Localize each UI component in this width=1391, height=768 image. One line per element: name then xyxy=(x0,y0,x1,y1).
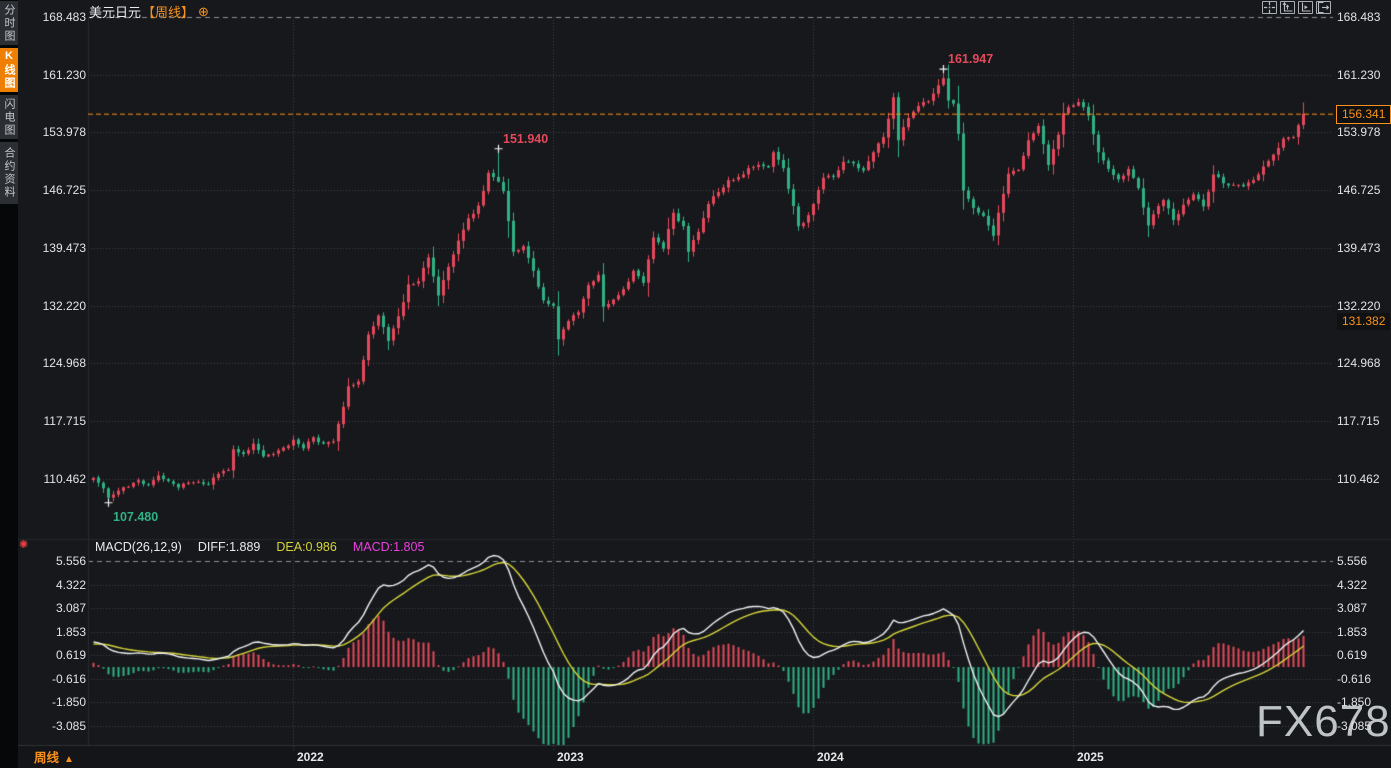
sidebar-tab-candle-chart[interactable]: K线图 xyxy=(0,48,18,92)
exit-chart-icon xyxy=(1318,2,1329,13)
add-indicator-icon[interactable]: ⊕ xyxy=(198,3,209,19)
price-axis-tick-left: 153.978 xyxy=(42,125,86,140)
price-marker: 107.480 xyxy=(113,509,159,524)
price-axis-tick-left: 132.220 xyxy=(42,298,86,313)
timeframe-selector[interactable]: 周线 ▲ xyxy=(34,747,74,766)
axis-pan-icon xyxy=(1301,2,1311,12)
price-axis-tick-right: 161.230 xyxy=(1337,67,1381,82)
macd-axis-tick-left: 3.087 xyxy=(55,601,86,616)
price-axis-tick-right: 168.483 xyxy=(1337,10,1381,24)
timeframe-label: 周线 xyxy=(34,751,60,765)
macd-dea-value: DEA:0.986 xyxy=(276,540,337,554)
x-axis-year-label: 2025 xyxy=(1077,750,1104,764)
macd-axis-tick-right: 3.087 xyxy=(1337,601,1368,616)
price-axis-tick-right: 132.220 xyxy=(1337,298,1381,313)
macd-axis-tick-left: 4.322 xyxy=(55,577,86,592)
price-axis-tick-left: 110.462 xyxy=(43,472,87,486)
price-marker: 161.947 xyxy=(948,52,994,67)
price-axis-tick-right: 146.725 xyxy=(1337,183,1381,198)
price-axis-tick-right: 117.715 xyxy=(1337,414,1380,429)
chart-toolbar xyxy=(1262,1,1331,14)
symbol-name: 美元日元 xyxy=(89,5,142,20)
price-axis-tick-right: 139.473 xyxy=(1337,240,1381,255)
sidebar-tab-time-chart[interactable]: 分时图 xyxy=(0,1,18,45)
price-axis-tick-right: 124.968 xyxy=(1337,356,1381,371)
secondary-price-tag: 131.382 xyxy=(1337,313,1391,330)
indicator-flag-icon[interactable]: ✺ xyxy=(19,539,29,551)
price-axis-tick-left: 146.725 xyxy=(42,183,86,198)
macd-axis-tick-right: 5.556 xyxy=(1337,554,1368,568)
x-axis-year-label: 2022 xyxy=(297,750,324,764)
left-tab-rail: 分时图 K线图 闪电图 合约资料 xyxy=(0,0,18,768)
macd-diff-value: DIFF:1.889 xyxy=(197,540,261,554)
macd-axis-tick-left: -1.850 xyxy=(51,695,86,710)
macd-axis-tick-right: -0.616 xyxy=(1337,671,1372,686)
sidebar-tab-flash-chart[interactable]: 闪电图 xyxy=(0,95,18,139)
price-axis-tick-left: 124.968 xyxy=(42,356,86,371)
macd-axis-tick-right: -3.085 xyxy=(1337,718,1372,733)
macd-indicator-row: MACD(26,12,9) DIFF:1.889 DEA:0.986 MACD:… xyxy=(95,540,424,554)
axis-zoom-icon xyxy=(1282,2,1293,12)
watermark: FX678 xyxy=(1256,697,1391,746)
macd-axis-tick-right: -1.850 xyxy=(1337,695,1372,710)
price-axis-tick-right: 110.462 xyxy=(1337,472,1380,486)
price-axis-tick-left: 168.483 xyxy=(42,10,86,24)
crosshair-icon xyxy=(1264,2,1275,13)
x-axis-year-label: 2024 xyxy=(817,750,844,764)
price-axis-tick-left: 139.473 xyxy=(42,240,86,255)
macd-axis-tick-left: -0.616 xyxy=(51,671,86,686)
macd-axis-tick-left: 0.619 xyxy=(55,648,86,663)
timeframe-arrow-icon: ▲ xyxy=(64,754,74,765)
crosshair-tool-button[interactable] xyxy=(1262,1,1277,14)
axis-pan-tool-button[interactable] xyxy=(1298,1,1313,14)
exit-chart-tool-button[interactable] xyxy=(1316,1,1331,14)
macd-axis-tick-left: -3.085 xyxy=(51,718,86,733)
period-name: 【周线】 xyxy=(142,5,195,20)
x-axis-year-label: 2023 xyxy=(557,750,584,764)
price-marker: 151.940 xyxy=(503,131,549,146)
sidebar-tab-contract-info[interactable]: 合约资料 xyxy=(0,142,18,204)
price-axis-tick-right: 153.978 xyxy=(1337,125,1381,140)
axis-zoom-tool-button[interactable] xyxy=(1280,1,1295,14)
price-axis-tick-left: 117.715 xyxy=(43,414,87,429)
macd-axis-tick-left: 1.853 xyxy=(55,624,86,639)
macd-params-label: MACD(26,12,9) xyxy=(95,540,182,554)
macd-axis-tick-right: 1.853 xyxy=(1337,624,1368,639)
macd-axis-tick-left: 5.556 xyxy=(55,554,86,568)
price-axis-tick-left: 161.230 xyxy=(42,67,86,82)
chart-title: 美元日元 【周线】 ⊕ xyxy=(89,2,209,21)
current-price-tag: 156.341 xyxy=(1336,104,1391,124)
macd-axis-tick-right: 0.619 xyxy=(1337,648,1368,663)
macd-macd-value: MACD:1.805 xyxy=(352,540,425,554)
macd-axis-tick-right: 4.322 xyxy=(1337,577,1368,592)
